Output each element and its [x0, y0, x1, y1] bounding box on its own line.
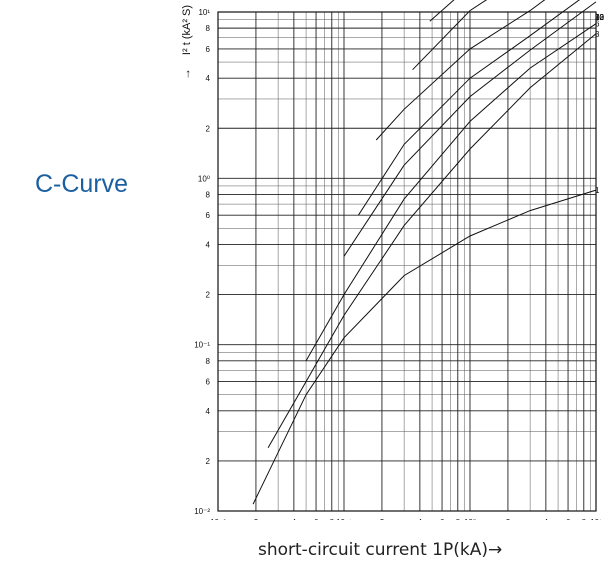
- x-tick-label: 6: [440, 518, 445, 520]
- x-tick-label: 4: [544, 518, 549, 520]
- curve-label-13: 13: [595, 13, 604, 22]
- y-tick-label: 8: [206, 24, 211, 33]
- y-tick-label: 6: [206, 378, 211, 387]
- curve-1: [252, 189, 597, 505]
- curve-3: [267, 33, 597, 449]
- grid-minor: [218, 12, 596, 511]
- y-tick-label: 6: [206, 211, 211, 220]
- y-tick-label: 10⁻¹: [194, 341, 210, 350]
- x-tick-label: 10⁰: [464, 518, 476, 520]
- x-tick-label: 2: [506, 518, 511, 520]
- curve-32: [412, 0, 488, 71]
- curve-label-10: 10: [595, 13, 604, 22]
- y-tick-label: 4: [206, 407, 211, 416]
- curves: [252, 0, 597, 505]
- x-tick-label: 4: [292, 518, 297, 520]
- curve-label-1: 1: [595, 186, 600, 195]
- curve-6: [305, 23, 597, 362]
- y-tick-label: 2: [206, 291, 211, 300]
- x-tick-label: 8: [456, 518, 461, 520]
- y-tick-label: 4: [206, 241, 211, 250]
- y-tick-label: 10⁻²: [194, 507, 210, 516]
- y-tick-labels: 10⁻² 2 4 6 8 10⁻¹ 2 4 6 8 10⁰ 2 4 6 8 10¹: [194, 8, 210, 516]
- curve-label-3: 3: [595, 30, 600, 39]
- x-tick-label: 10⁻¹: [336, 518, 352, 520]
- curve-20: [375, 0, 546, 141]
- y-tick-label: 10¹: [198, 8, 210, 17]
- x-tick-label: 8: [330, 518, 335, 520]
- x-tick-label: 6: [566, 518, 571, 520]
- x-axis-label: short-circuit current 1P(kA)→: [258, 540, 503, 560]
- y-axis-arrow: →: [179, 68, 193, 80]
- y-axis-title: I² t (kA² S) →: [179, 5, 193, 80]
- x-tick-label: 2: [380, 518, 385, 520]
- y-tick-label: 10⁰: [198, 174, 210, 183]
- curve-50: [429, 0, 455, 22]
- y-tick-label: 2: [206, 124, 211, 133]
- curve-label-6: 6: [595, 20, 600, 29]
- x-tick-label: 10⁻²: [210, 518, 226, 520]
- y-tick-label: 2: [206, 457, 211, 466]
- curve-10: [343, 1, 597, 257]
- curve-label-32: 32: [595, 13, 604, 22]
- curve-label-50: 50: [595, 13, 604, 22]
- x-tick-label: 10¹: [590, 518, 602, 520]
- curve-type-label: C-Curve: [35, 170, 129, 198]
- curve-label-20: 20: [595, 13, 604, 22]
- plot-frame: [217, 11, 597, 512]
- curve-13: [357, 0, 580, 216]
- y-tick-label: 4: [206, 74, 211, 83]
- y-tick-label: 8: [206, 357, 211, 366]
- y-tick-label: 8: [206, 190, 211, 199]
- y-tick-label: 6: [206, 45, 211, 54]
- x-tick-label: 6: [314, 518, 319, 520]
- x-tick-label: 2: [254, 518, 259, 520]
- x-tick-label: 4: [418, 518, 423, 520]
- y-axis-label: I² t (kA² S): [181, 5, 193, 55]
- x-tick-label: 8: [582, 518, 587, 520]
